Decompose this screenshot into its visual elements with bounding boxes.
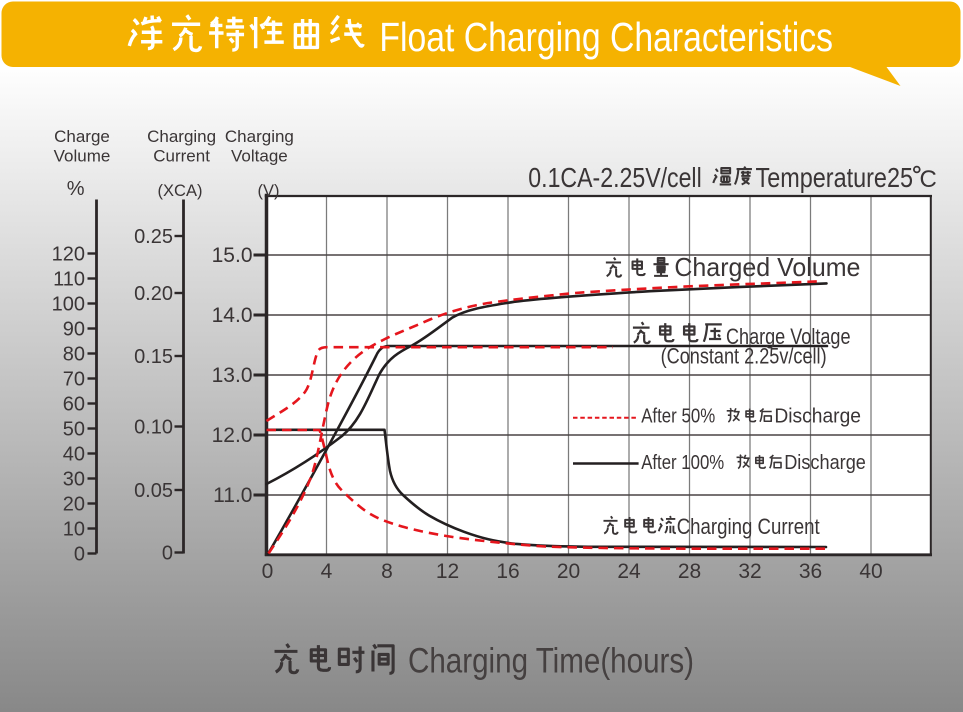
svg-text:20: 20: [63, 494, 85, 516]
svg-text:40: 40: [859, 560, 882, 583]
svg-text:Discharge: Discharge: [774, 405, 861, 428]
svg-text:24: 24: [617, 560, 641, 583]
svg-text:(XCA): (XCA): [158, 182, 203, 200]
svg-text:Current: Current: [153, 147, 210, 166]
svg-text:Temperature25: Temperature25: [756, 162, 914, 193]
svg-text:%: %: [67, 178, 85, 200]
svg-text:110: 110: [53, 269, 85, 291]
svg-text:4: 4: [321, 560, 333, 583]
svg-text:Discharge: Discharge: [784, 451, 866, 474]
svg-text:11.0: 11.0: [213, 484, 252, 507]
svg-text:Charging: Charging: [225, 127, 294, 146]
svg-text:60: 60: [63, 394, 85, 416]
svg-text:0.05: 0.05: [134, 480, 173, 502]
svg-text:8: 8: [381, 560, 393, 583]
svg-text:Volume: Volume: [54, 147, 111, 166]
svg-text:Charging: Charging: [147, 127, 216, 146]
svg-text:Voltage: Voltage: [231, 147, 288, 166]
svg-text:16: 16: [496, 560, 519, 583]
svg-text:0.10: 0.10: [134, 417, 173, 439]
svg-text:(Constant 2.25v/cell): (Constant 2.25v/cell): [661, 344, 827, 369]
svg-text:80: 80: [63, 344, 85, 366]
svg-text:0.25: 0.25: [134, 226, 173, 248]
svg-text:(V): (V): [258, 182, 280, 200]
svg-text:28: 28: [678, 560, 701, 583]
svg-text:Charge: Charge: [54, 127, 110, 146]
svg-text:36: 36: [799, 560, 822, 583]
svg-text:Charged Volume: Charged Volume: [674, 252, 860, 282]
svg-text:After 50%: After 50%: [641, 405, 715, 428]
svg-text:Float Charging Characteristics: Float Charging Characteristics: [379, 14, 833, 60]
svg-text:0: 0: [74, 544, 85, 566]
svg-text:70: 70: [63, 369, 85, 391]
svg-text:12.0: 12.0: [212, 424, 253, 447]
svg-text:After 100%: After 100%: [641, 451, 724, 474]
svg-text:Charging Time(hours): Charging Time(hours): [408, 642, 694, 681]
svg-text:50: 50: [63, 419, 85, 441]
svg-text:10: 10: [63, 519, 85, 541]
svg-text:Charge Voltage: Charge Voltage: [726, 324, 851, 349]
svg-text:100: 100: [52, 294, 85, 316]
svg-text:Charging Current: Charging Current: [677, 514, 821, 539]
svg-text:14.0: 14.0: [212, 304, 253, 327]
svg-text:90: 90: [63, 319, 85, 341]
svg-text:0: 0: [262, 560, 274, 583]
svg-text:12: 12: [436, 560, 459, 583]
svg-text:15.0: 15.0: [212, 244, 253, 267]
svg-text:0: 0: [162, 543, 173, 565]
svg-text:30: 30: [63, 469, 85, 491]
svg-text:0.1CA-2.25V/cell: 0.1CA-2.25V/cell: [528, 162, 701, 193]
svg-text:C: C: [920, 166, 937, 193]
svg-text:120: 120: [52, 244, 85, 266]
svg-text:0.15: 0.15: [134, 346, 173, 368]
svg-text:13.0: 13.0: [212, 364, 253, 387]
svg-text:20: 20: [557, 560, 580, 583]
svg-text:0.20: 0.20: [134, 283, 173, 305]
svg-text:40: 40: [63, 444, 85, 466]
svg-text:32: 32: [738, 560, 761, 583]
